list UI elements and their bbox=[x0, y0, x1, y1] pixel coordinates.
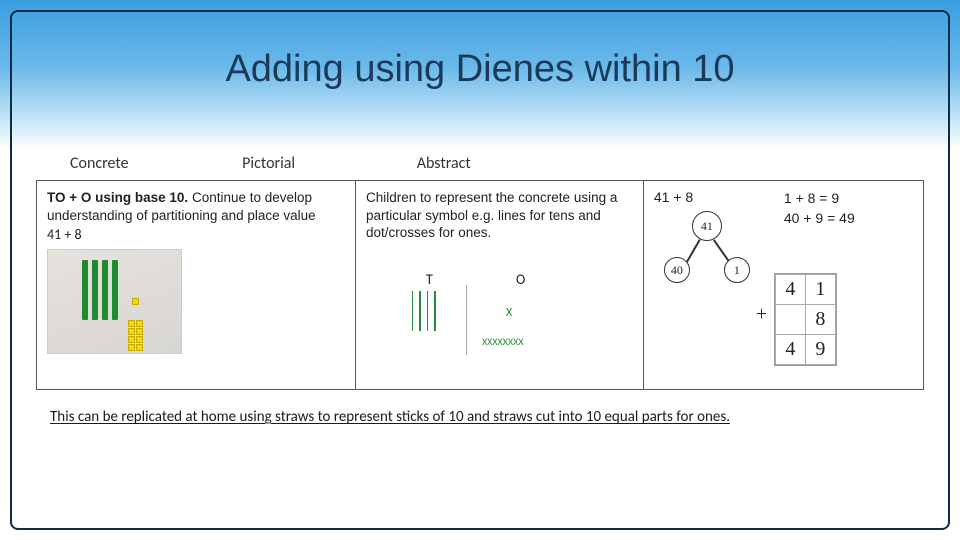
column-pictorial: Children to represent the concrete using… bbox=[356, 181, 644, 389]
t-o-divider bbox=[466, 285, 467, 355]
pw-connector bbox=[685, 239, 700, 264]
cpa-panel: TO + O using base 10. Continue to develo… bbox=[36, 180, 924, 390]
footnote: This can be replicated at home using str… bbox=[50, 408, 910, 426]
one-cube bbox=[136, 336, 143, 343]
t-header: T bbox=[426, 271, 433, 288]
label-pictorial: Pictorial bbox=[242, 154, 295, 173]
one-cube bbox=[128, 320, 135, 327]
colsum-cell: 9 bbox=[805, 335, 835, 365]
o-header: O bbox=[516, 271, 525, 288]
dienes-photo bbox=[47, 249, 182, 354]
ten-stick bbox=[102, 260, 108, 320]
one-cube bbox=[132, 298, 139, 305]
column-addition: 4 1 8 4 9 bbox=[774, 273, 837, 366]
abstract-step-1: 1 + 8 = 9 bbox=[784, 189, 855, 209]
pw-part-left: 40 bbox=[664, 257, 690, 283]
concrete-expression: 41 + 8 bbox=[47, 226, 345, 243]
colsum-cell: 1 bbox=[805, 275, 835, 305]
one-cube bbox=[128, 344, 135, 351]
abstract-steps: 1 + 8 = 9 40 + 9 = 49 bbox=[784, 189, 855, 228]
column-plus: + bbox=[756, 303, 767, 326]
colsum-cell: 4 bbox=[775, 335, 805, 365]
colsum-cell: 8 bbox=[805, 305, 835, 335]
ten-stick bbox=[92, 260, 98, 320]
abstract-step-2: 40 + 9 = 49 bbox=[784, 209, 855, 229]
one-cube bbox=[136, 320, 143, 327]
ten-stick bbox=[82, 260, 88, 320]
pictorial-description: Children to represent the concrete using… bbox=[366, 189, 633, 242]
one-cube bbox=[128, 328, 135, 335]
tally-mark bbox=[427, 291, 429, 331]
cpa-labels: Concrete Pictorial Abstract bbox=[70, 154, 471, 173]
tens-tallies bbox=[412, 291, 436, 331]
pw-whole: 41 bbox=[692, 211, 722, 241]
one-cube bbox=[136, 344, 143, 351]
one-cube bbox=[136, 328, 143, 335]
concrete-description: TO + O using base 10. Continue to develo… bbox=[47, 189, 345, 224]
column-abstract: 41 + 8 1 + 8 = 9 40 + 9 = 49 41 40 1 + 4… bbox=[644, 181, 923, 389]
tally-mark bbox=[412, 291, 414, 331]
pw-part-right: 1 bbox=[724, 257, 750, 283]
column-concrete: TO + O using base 10. Continue to develo… bbox=[37, 181, 356, 389]
colsum-cell: 4 bbox=[775, 275, 805, 305]
colsum-cell bbox=[775, 305, 805, 335]
slide-title: Adding using Dienes within 10 bbox=[0, 48, 960, 91]
ones-cross-bottom: XXXXXXXX bbox=[482, 335, 524, 348]
one-cube bbox=[128, 336, 135, 343]
ten-stick bbox=[112, 260, 118, 320]
label-concrete: Concrete bbox=[70, 154, 129, 173]
tally-mark bbox=[419, 291, 421, 331]
tally-mark bbox=[434, 291, 436, 331]
ones-cross-top: X bbox=[506, 306, 512, 320]
label-abstract: Abstract bbox=[417, 154, 471, 173]
